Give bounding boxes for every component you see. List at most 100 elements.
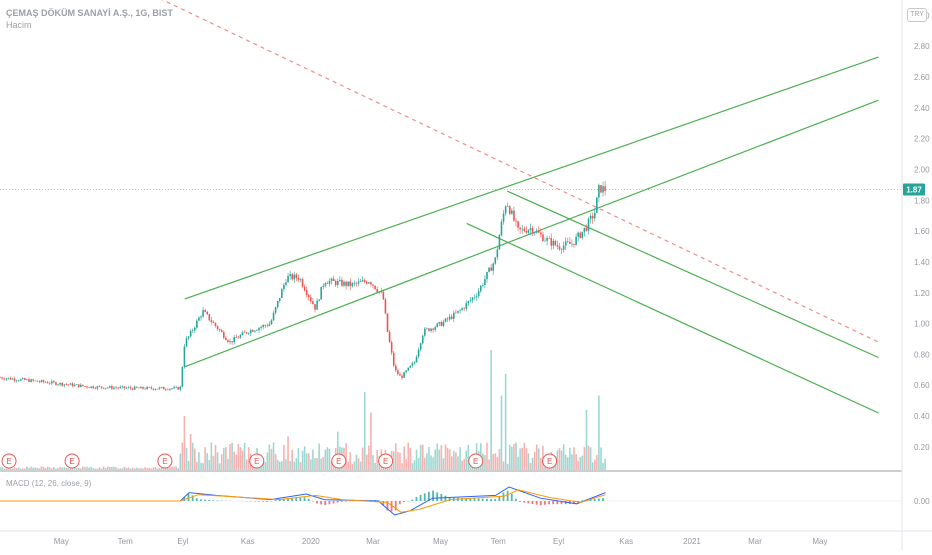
macd-histogram-bar (556, 501, 558, 504)
time-tick-label: 2021 (683, 537, 701, 546)
candle-body (161, 387, 163, 388)
volume-bar (397, 452, 399, 470)
candle-body (132, 388, 134, 389)
volume-bar (182, 443, 184, 470)
volume-bar (134, 468, 136, 470)
candle-body (378, 292, 380, 293)
price-tick-label: 0.60 (914, 381, 930, 390)
candle-body (480, 286, 482, 291)
trendline-lower-channel[interactable] (185, 100, 879, 367)
candle-body (57, 384, 59, 385)
candle-body (389, 332, 391, 342)
macd-histogram-bar (474, 498, 476, 501)
candle-body (468, 301, 470, 303)
volume-bar (24, 469, 26, 470)
candle-body (546, 238, 548, 241)
candle-body (499, 235, 501, 249)
volume-bar (32, 468, 34, 470)
volume-bar (586, 410, 588, 470)
candle-body (86, 386, 88, 387)
price-tick-label: 0.20 (914, 443, 930, 452)
candle-body (434, 327, 436, 330)
volume-bar (155, 467, 157, 470)
volume-bar (316, 458, 318, 470)
candle-body (478, 291, 480, 296)
candle-body (18, 381, 20, 382)
macd-label[interactable]: MACD (12, 26, close, 9) (6, 479, 91, 488)
candle-body (401, 376, 403, 378)
earnings-marker-label: E (336, 457, 341, 466)
candle-body (366, 282, 368, 284)
volume-bar (107, 467, 109, 470)
candle-body (242, 332, 244, 335)
volume-bar (148, 468, 150, 470)
trendline-desc-channel-lower[interactable] (467, 223, 879, 413)
volume-bar (293, 462, 295, 470)
candle-body (387, 313, 389, 331)
volume-bar (372, 455, 374, 470)
candle-body (513, 211, 515, 221)
candle-body (322, 286, 324, 287)
candle-body (517, 221, 519, 227)
candle-body (449, 317, 451, 320)
candle-body (569, 242, 571, 244)
candle-body (192, 330, 194, 331)
volume-bar (523, 443, 525, 470)
volume-bar (144, 467, 146, 470)
candle-body (362, 280, 364, 281)
trendline-desc-channel-upper[interactable] (507, 191, 878, 357)
candle-body (76, 384, 78, 385)
candle-body (88, 387, 90, 388)
time-tick-label: Kas (241, 537, 255, 546)
volume-bar (314, 458, 316, 470)
volume-bar (565, 455, 567, 470)
volume-bar (80, 468, 82, 470)
macd-histogram-bar (308, 499, 310, 501)
candle-body (304, 287, 306, 291)
volume-bar (536, 445, 538, 470)
trendline-layer[interactable] (131, 0, 879, 413)
volume-bar (345, 443, 347, 470)
candle-body (521, 229, 523, 230)
candle-body (113, 388, 115, 389)
volume-bar (418, 458, 420, 470)
candle-body (130, 387, 132, 388)
earnings-marker-label: E (6, 457, 11, 466)
candle-body (163, 387, 165, 389)
candle-body (53, 381, 55, 382)
macd-histogram-bar (594, 499, 596, 501)
candle-body (248, 333, 250, 334)
candle-body (49, 383, 51, 384)
currency-badge[interactable]: TRY (907, 8, 927, 22)
volume-bar (509, 445, 511, 470)
volume-bar (281, 461, 283, 470)
candle-body (148, 387, 150, 388)
candle-body (177, 387, 179, 390)
volume-bar (302, 451, 304, 470)
candle-body (385, 299, 387, 313)
candle-body (364, 280, 366, 282)
candle-body (175, 387, 177, 388)
candle-body (267, 326, 269, 327)
volume-bar (39, 468, 41, 470)
volume-bar (202, 463, 204, 470)
candle-body (264, 325, 266, 326)
macd-histogram-bar (548, 501, 550, 504)
volume-bar (242, 451, 244, 470)
candle-body (418, 350, 420, 357)
trendline-upper-channel[interactable] (185, 57, 879, 299)
trendline-resistance[interactable] (131, 0, 879, 342)
macd-histogram-bar (399, 501, 401, 504)
time-tick-label: May (54, 537, 69, 546)
volume-bar (347, 462, 349, 470)
volume-bar (57, 468, 59, 470)
candle-body (262, 325, 264, 327)
volume-bar (582, 456, 584, 470)
volume-bar (213, 456, 215, 470)
symbol-title[interactable]: ÇEMAŞ DÖKÜM SANAYİ A.Ş., 1G, BIST (6, 7, 173, 19)
volume-bar (140, 468, 142, 470)
candle-body (169, 389, 171, 390)
candle-body (159, 388, 161, 389)
